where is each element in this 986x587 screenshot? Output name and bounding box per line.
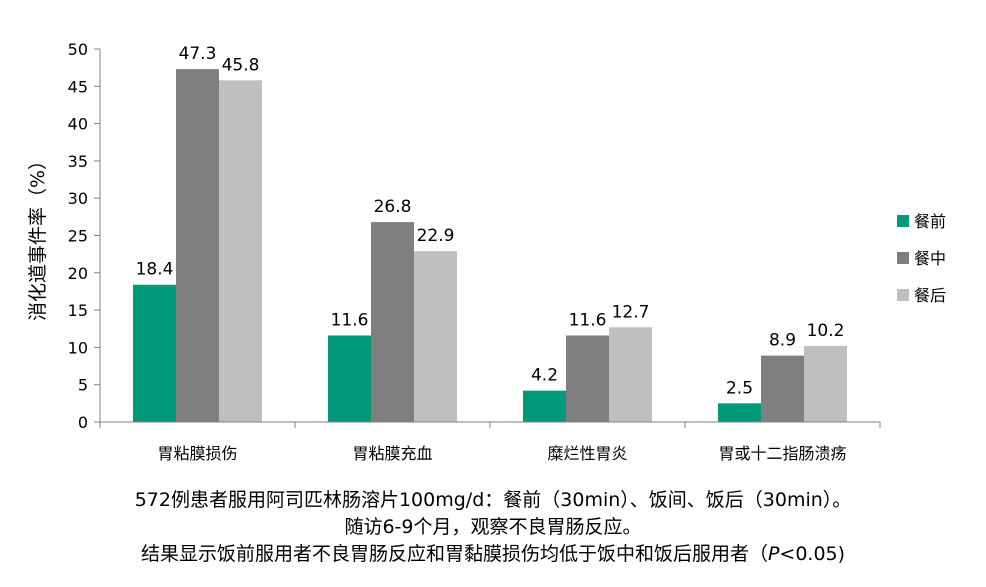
data-label: 22.9 — [417, 226, 455, 246]
y-tick-label: 50 — [68, 40, 88, 59]
y-axis: 0 5 10 15 20 25 30 35 40 45 50 — [68, 40, 101, 432]
data-label: 10.2 — [807, 321, 845, 341]
caption-line-1: 572例患者服用阿司匹林肠溶片100mg/d：餐前（30min）、饭间、饭后（3… — [134, 489, 852, 511]
y-tick-label: 15 — [68, 301, 88, 320]
x-category-label: 胃或十二指肠溃疡 — [718, 444, 846, 463]
y-tick-label: 20 — [68, 264, 88, 283]
x-category-label: 胃粘膜损伤 — [157, 444, 237, 463]
caption-line-3-suffix: <0.05) — [779, 543, 846, 565]
data-label: 11.6 — [331, 310, 369, 330]
bars — [133, 69, 847, 422]
legend-label: 餐后 — [914, 286, 946, 305]
legend-swatch — [897, 289, 909, 301]
y-tick-label: 45 — [68, 77, 88, 96]
data-label: 18.4 — [136, 260, 174, 280]
y-tick-label: 5 — [78, 376, 88, 395]
bar — [609, 327, 652, 422]
bar — [328, 335, 371, 422]
x-axis: 胃粘膜损伤 胃粘膜充血 糜烂性胃炎 胃或十二指肠溃疡 — [99, 421, 881, 463]
caption-line-3: 结果显示饭前服用者不良胃肠反应和胃黏膜损伤均低于饭中和饭后服用者（P<0.05) — [0, 541, 986, 567]
bar — [718, 403, 761, 422]
x-category-label: 胃粘膜充血 — [352, 444, 432, 463]
data-label: 12.7 — [612, 302, 650, 322]
data-label: 11.6 — [569, 310, 607, 330]
data-label: 2.5 — [726, 378, 753, 398]
bar — [371, 222, 414, 422]
bar — [133, 284, 176, 422]
y-tick-label: 35 — [68, 152, 88, 171]
caption-p-symbol: P — [767, 543, 780, 565]
legend-swatch — [897, 252, 909, 264]
bar — [523, 390, 566, 422]
data-label: 47.3 — [179, 44, 217, 64]
bar — [566, 335, 609, 422]
bar — [761, 355, 804, 422]
x-category-label: 糜烂性胃炎 — [547, 444, 627, 463]
data-labels: 18.447.345.811.626.822.94.211.6 12.72.58.… — [136, 44, 845, 398]
bar — [804, 345, 847, 422]
bar — [414, 251, 457, 422]
y-tick-label: 40 — [68, 115, 88, 134]
bar — [219, 80, 262, 422]
legend-label: 餐中 — [914, 249, 946, 268]
data-label: 45.8 — [222, 55, 260, 75]
y-tick-label: 0 — [78, 413, 88, 432]
y-tick-label: 30 — [68, 189, 88, 208]
legend-swatch — [897, 215, 909, 227]
legend-label: 餐前 — [914, 212, 946, 231]
caption-line-3-prefix: 结果显示饭前服用者不良胃肠反应和胃黏膜损伤均低于饭中和饭后服用者（ — [140, 543, 768, 565]
data-label: 8.9 — [769, 331, 796, 351]
data-label: 26.8 — [374, 197, 412, 217]
y-axis-title: 消化道事件率（%） — [27, 151, 49, 321]
y-tick-label: 10 — [68, 338, 88, 357]
data-label: 4.2 — [531, 366, 558, 386]
bar — [176, 69, 219, 422]
caption-line-2: 随访6-9个月，观察不良胃肠反应。 — [344, 516, 642, 538]
y-tick-label: 25 — [68, 227, 88, 246]
